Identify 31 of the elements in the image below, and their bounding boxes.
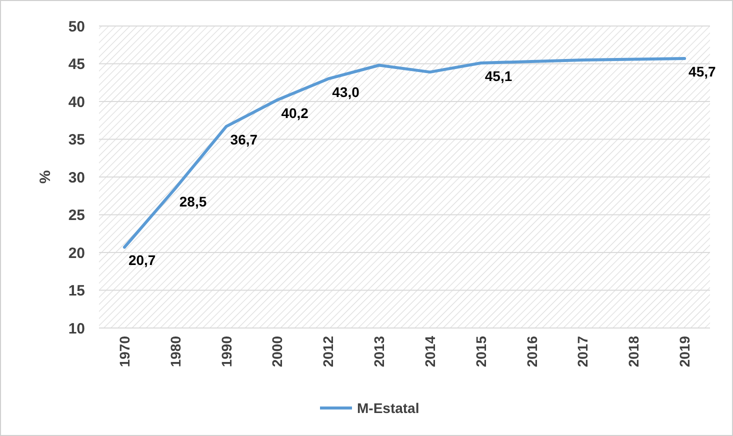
- x-tick-label: 2016: [524, 336, 540, 368]
- y-tick-label: 30: [68, 169, 85, 186]
- data-label: 45,1: [484, 68, 512, 84]
- x-tick-label: 2014: [422, 336, 438, 368]
- y-tick-label: 15: [68, 282, 85, 300]
- data-label: 28,5: [179, 193, 207, 210]
- legend-label: M-Estatal: [357, 400, 420, 416]
- x-tick-label: 1970: [116, 336, 132, 368]
- y-tick-label: 20: [68, 244, 85, 262]
- x-tick-label: 2019: [676, 336, 693, 368]
- x-tick-label: 2015: [472, 336, 489, 368]
- y-tick-label: 45: [68, 56, 85, 73]
- x-tick-label: 2013: [371, 336, 388, 368]
- data-label: 43,0: [332, 84, 360, 100]
- y-tick-label: 10: [68, 320, 85, 338]
- y-tick-label: 25: [68, 207, 85, 224]
- x-tick-label: 1990: [218, 336, 234, 368]
- x-tick-label: 2012: [320, 336, 336, 368]
- y-axis-title: %: [37, 170, 54, 184]
- y-tick-label: 50: [68, 18, 85, 36]
- data-label: 45,7: [688, 63, 716, 80]
- data-label: 40,2: [281, 104, 309, 121]
- x-tick-label: 2000: [269, 336, 286, 368]
- y-tick-label: 40: [68, 94, 85, 111]
- x-tick-label: 1980: [167, 336, 184, 368]
- line-series: [122, 56, 686, 249]
- x-tick-label: 2018: [626, 336, 642, 368]
- data-label: 36,7: [230, 131, 258, 148]
- y-tick-label: 35: [68, 132, 85, 148]
- data-label: 20,7: [128, 252, 156, 268]
- x-tick-label: 2017: [574, 336, 591, 368]
